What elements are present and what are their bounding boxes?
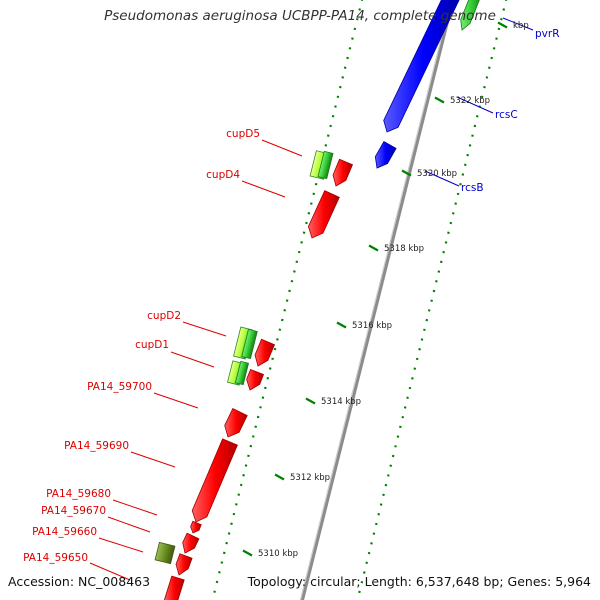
leader-line-PA14_59690 (130, 451, 176, 468)
leader-line-cupD4 (241, 180, 286, 198)
gene-arrow-cupD2-red (254, 338, 276, 367)
scale-tick-label: 5318 kbp (384, 244, 424, 254)
scale-tick-mark (434, 96, 445, 104)
leader-line-PA14_59670 (107, 516, 151, 533)
scale-ticks (242, 21, 508, 557)
leader-line-PA14_59680 (112, 499, 158, 516)
gene-labels: pvrR rcsC rcsB cupD5 cupD4 cupD2 cupD1 PA14_597… (23, 28, 559, 564)
gene-arrow-rcsB (374, 141, 397, 169)
label-leaders (89, 17, 534, 581)
gene-arrow-pvrR (383, 0, 460, 133)
gene-label-cupD2[interactable]: cupD2 (147, 310, 181, 322)
topology-text: Topology: circular; Length: 6,537,648 bp… (247, 574, 591, 589)
gene-label-pvrR[interactable]: pvrR (535, 28, 560, 40)
gene-arrow-PA14_59670 (182, 532, 200, 554)
gene-arrow-cupD1-red (246, 368, 265, 391)
scale-tick-label: 5320 kbp (417, 169, 457, 179)
scale-tick-mark (368, 244, 379, 252)
leader-line-rcsC (456, 96, 494, 114)
gene-label-PA14_59690[interactable]: PA14_59690 (64, 440, 129, 452)
outer-dotted-guide-ring (356, 0, 508, 600)
gene-arrow-pvrR-green (460, 0, 480, 31)
gene-label-PA14_59680[interactable]: PA14_59680 (46, 488, 111, 500)
gene-label-cupD5[interactable]: cupD5 (226, 128, 260, 140)
gene-label-cupD4[interactable]: cupD4 (206, 169, 240, 181)
gene-label-PA14_59700[interactable]: PA14_59700 (87, 381, 152, 393)
scale-tick-mark (336, 321, 347, 329)
gene-features (154, 0, 480, 600)
scale-tick-label: kbp (513, 21, 529, 31)
gene-label-PA14_59660[interactable]: PA14_59660 (32, 526, 97, 538)
leader-line-PA14_59660 (98, 537, 144, 553)
gene-arrow-PA14_59650 (164, 575, 185, 600)
scale-tick-label: 5322 kbp (450, 96, 490, 106)
genome-backbone-line (299, 0, 455, 600)
gene-box-cupD5-dark (317, 150, 334, 180)
leader-line-cupD5 (261, 139, 303, 157)
genome-backbone-highlight (300, 0, 452, 600)
leader-line-cupD1 (170, 351, 215, 368)
gene-arrow-PA14_59680 (190, 520, 202, 534)
scale-tick-label: 5312 kbp (290, 473, 330, 483)
scale-tick-mark (497, 21, 508, 29)
gene-arrow-PA14_59700 (224, 407, 248, 438)
gene-label-PA14_59650[interactable]: PA14_59650 (23, 552, 88, 564)
gene-arrow-cupD5-red (332, 158, 354, 187)
scale-tick-label: 5314 kbp (321, 397, 361, 407)
leader-line-pvrR (502, 17, 534, 31)
leader-line-cupD2 (182, 321, 227, 337)
gene-label-PA14_59670[interactable]: PA14_59670 (41, 505, 106, 517)
accession-text: Accession: NC_008463 (8, 574, 151, 589)
leader-line-PA14_59650 (89, 562, 131, 581)
leader-line-PA14_59700 (153, 392, 199, 409)
gene-label-cupD1[interactable]: cupD1 (135, 339, 169, 351)
scale-tick-mark (401, 169, 412, 177)
scale-tick-label: 5316 kbp (352, 321, 392, 331)
page-title: Pseudomonas aeruginosa UCBPP-PA14, compl… (104, 8, 496, 24)
gene-arrow-PA14_59660-red (175, 553, 193, 576)
inner-dotted-guide-ring (211, 0, 364, 600)
leader-line-rcsB (424, 170, 460, 187)
scale-tick-labels: 5310 kbp 5312 kbp 5314 kbp 5316 kbp 5318 kbp… (258, 21, 529, 559)
gene-box-cupD1-dark (234, 360, 250, 386)
scale-tick-mark (305, 397, 316, 405)
scale-tick-mark (242, 549, 253, 557)
scale-tick-mark (274, 473, 285, 481)
scale-tick-label: 5310 kbp (258, 549, 298, 559)
gene-box-PA14_59660 (154, 541, 176, 565)
gene-label-rcsB[interactable]: rcsB (461, 182, 484, 194)
gene-label-rcsC[interactable]: rcsC (495, 109, 518, 121)
gene-arrow-PA14_59690 (191, 438, 238, 523)
gene-arrow-cupD4 (307, 190, 340, 239)
gene-box-cupD2-dark (241, 328, 258, 360)
